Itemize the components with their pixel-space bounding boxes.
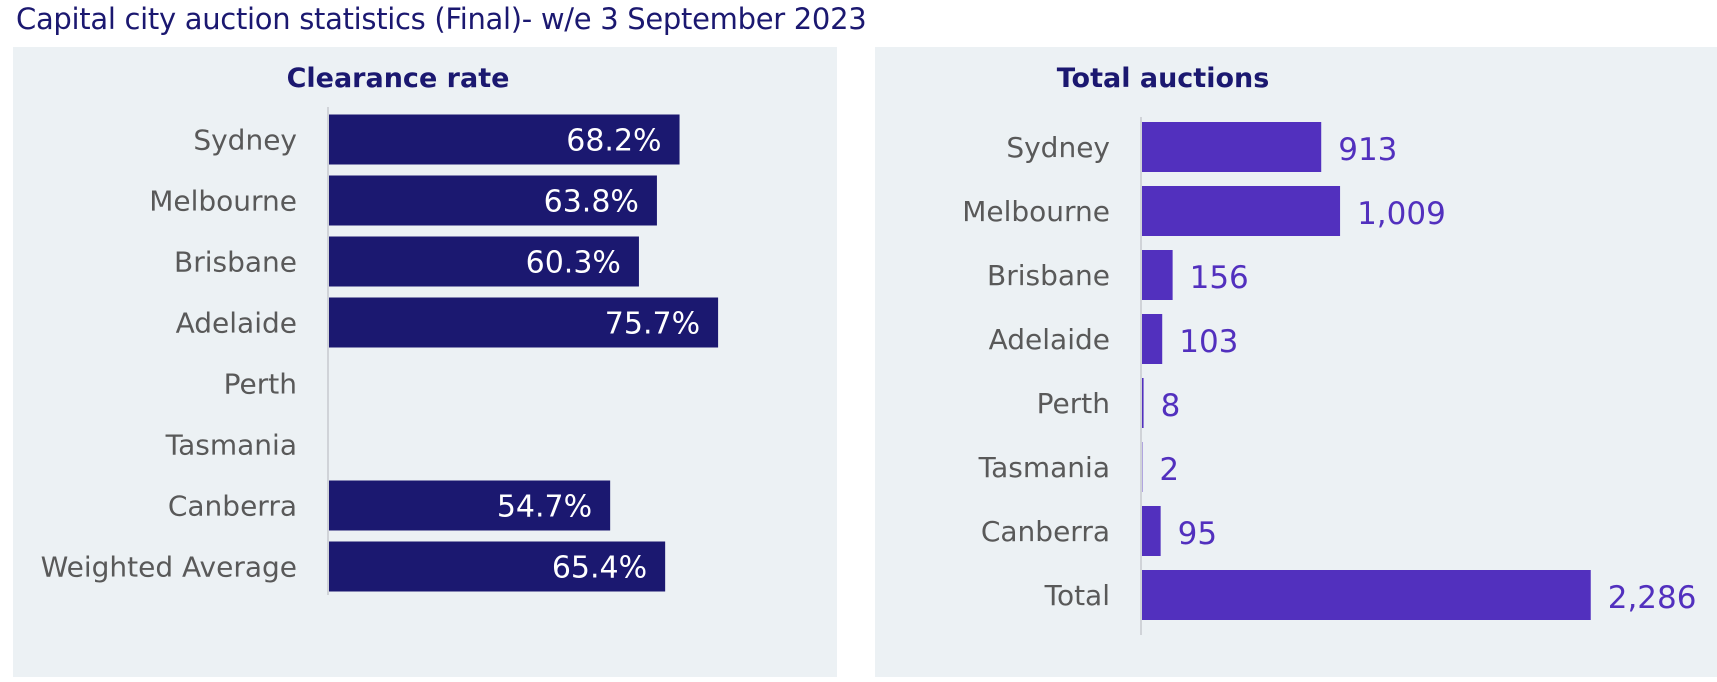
category-label-brisbane: Brisbane [174, 246, 297, 279]
data-label-brisbane: 60.3% [526, 246, 621, 281]
data-label-sydney: 68.2% [566, 124, 661, 159]
bar-canberra [1142, 506, 1161, 556]
category-label-perth: Perth [224, 368, 297, 401]
category-label-adelaide: Adelaide [989, 323, 1110, 356]
bar-adelaide [1142, 314, 1163, 364]
bar-melbourne [329, 175, 657, 226]
data-label-canberra: 95 [1178, 516, 1217, 552]
category-label-tasmania: Tasmania [978, 451, 1110, 484]
clearance-rate-panel: Clearance rate Sydney 68.2% Melbourne 63.8%… [13, 47, 837, 677]
category-label-sydney: Sydney [193, 124, 297, 157]
data-label-weighted-average: 65.4% [552, 551, 647, 586]
data-label-melbourne: 63.8% [544, 185, 639, 220]
bar-brisbane [1142, 250, 1173, 300]
category-label-total: Total [1044, 579, 1110, 612]
total-auctions-chart: Sydney 913 Melbourne 1,009 Brisbane 156 Adelai… [962, 117, 1697, 635]
category-label-perth: Perth [1037, 387, 1110, 420]
total-auctions-panel: Total auctions Sydney 913 Melbourne 1,009 Br… [875, 47, 1717, 677]
data-label-sydney: 913 [1338, 132, 1397, 168]
category-label-sydney: Sydney [1006, 131, 1110, 164]
category-label-brisbane: Brisbane [987, 259, 1110, 292]
data-label-perth: 8 [1161, 388, 1181, 424]
category-label-tasmania: Tasmania [165, 429, 297, 462]
bar-total [1142, 570, 1591, 620]
category-label-canberra: Canberra [168, 490, 297, 523]
category-label-melbourne: Melbourne [149, 185, 297, 218]
data-label-tasmania: 2 [1159, 452, 1179, 488]
data-label-brisbane: 156 [1190, 260, 1249, 296]
category-label-melbourne: Melbourne [962, 195, 1110, 228]
bar-brisbane [329, 236, 639, 287]
clearance-rate-title: Clearance rate [286, 63, 510, 94]
data-label-canberra: 54.7% [497, 490, 592, 525]
bar-sydney [329, 114, 680, 165]
data-label-total: 2,286 [1608, 580, 1697, 616]
bar-sydney [1142, 122, 1322, 172]
data-label-adelaide: 103 [1179, 324, 1238, 360]
data-label-melbourne: 1,009 [1357, 196, 1446, 232]
total-auctions-title: Total auctions [1056, 63, 1270, 94]
category-label-canberra: Canberra [981, 515, 1110, 548]
category-label-adelaide: Adelaide [176, 307, 297, 340]
clearance-rate-chart: Sydney 68.2% Melbourne 63.8% Brisbane 60.3% Ad… [41, 107, 719, 595]
bar-adelaide [329, 297, 719, 348]
bar-weighted-average [329, 541, 666, 592]
page-title: Capital city auction statistics (Final)-… [16, 2, 867, 36]
bar-melbourne [1142, 186, 1341, 236]
bar-perth [1142, 378, 1144, 428]
bar-canberra [329, 480, 611, 531]
data-label-adelaide: 75.7% [605, 307, 700, 342]
category-label-weighted-average: Weighted Average [41, 551, 297, 584]
